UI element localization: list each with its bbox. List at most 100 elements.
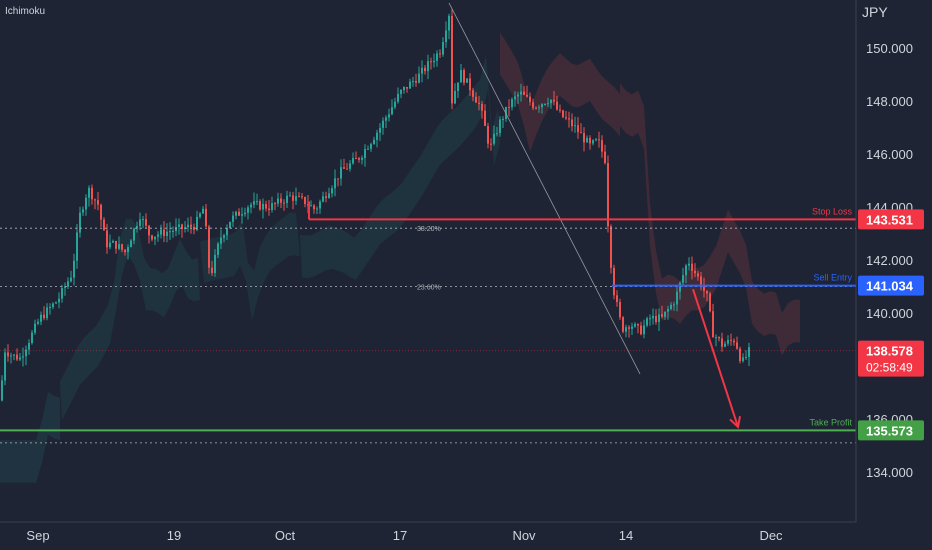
candle [70, 270, 72, 283]
candle [445, 21, 447, 48]
candle-body [277, 198, 279, 204]
candle [421, 60, 423, 83]
time-tick-label: Nov [512, 528, 536, 543]
candle-body [241, 214, 243, 216]
candle [451, 9, 453, 110]
candle-body [118, 244, 120, 249]
candle-body [67, 281, 69, 287]
candle [628, 325, 630, 338]
candle [448, 13, 450, 40]
candle [169, 222, 171, 240]
candle [193, 223, 195, 235]
candle [433, 53, 435, 68]
candle-body [622, 317, 624, 332]
candle-body [592, 140, 594, 144]
candle-body [715, 337, 717, 339]
candle [610, 224, 612, 274]
candle-body [253, 201, 255, 205]
candle [637, 323, 639, 334]
candle [121, 243, 123, 253]
candle [88, 185, 90, 207]
candle [259, 199, 261, 211]
candle-body [475, 96, 477, 103]
candle-body [115, 241, 117, 249]
candle-body [169, 231, 171, 233]
candle [622, 316, 624, 334]
candle [58, 292, 60, 309]
candle-body [316, 208, 318, 210]
candle-body [493, 133, 495, 144]
candle-body [706, 290, 708, 294]
candle [319, 199, 321, 214]
candle-body [70, 277, 72, 282]
candle [739, 346, 741, 364]
candle [28, 339, 30, 355]
price-tick-label: 150.000 [866, 41, 913, 56]
candle-body [268, 208, 270, 210]
candle [196, 210, 198, 232]
candle-body [427, 61, 429, 72]
candle [412, 76, 414, 87]
candle [556, 95, 558, 111]
candle-body [682, 275, 684, 283]
candle [352, 152, 354, 165]
candle [220, 229, 222, 249]
candle [667, 305, 669, 320]
candle [685, 263, 687, 283]
candle [502, 116, 504, 128]
candle-body [325, 196, 327, 198]
candle-body [736, 342, 738, 349]
candle-body [604, 151, 606, 163]
candle [190, 216, 192, 234]
candle [400, 89, 402, 99]
candle [673, 301, 675, 311]
candle [109, 234, 111, 250]
candle-body [208, 226, 210, 268]
candle-body [310, 205, 312, 207]
candle [316, 206, 318, 214]
candle-body [313, 205, 315, 210]
stop-loss-badge-text: 143.531 [866, 212, 913, 227]
candle-body [190, 224, 192, 227]
candle [67, 277, 69, 289]
candle [454, 83, 456, 105]
candle-body [361, 157, 363, 160]
candle [175, 218, 177, 237]
candle-body [517, 94, 519, 97]
candle-body [43, 314, 45, 318]
candle-body [502, 119, 504, 120]
candle [661, 305, 663, 319]
candle-body [496, 133, 498, 135]
candle-body [220, 237, 222, 244]
stop-loss-badge-bg [858, 209, 924, 230]
candle [397, 87, 399, 104]
candle [631, 322, 633, 335]
candle-body [658, 314, 660, 322]
candle-body [610, 226, 612, 268]
candle [583, 127, 585, 152]
candle [280, 193, 282, 208]
candle-body [595, 139, 597, 141]
candle-body [217, 243, 219, 255]
indicator-label[interactable]: Ichimoku [5, 6, 45, 17]
candle-body [403, 87, 405, 91]
candle-body [478, 102, 480, 104]
candle-body [292, 195, 294, 201]
level-lines: 38.20% 23.60% Stop Loss Sell Entry Take Prof… [0, 2, 856, 444]
current-price-badge-bg [858, 340, 924, 377]
candle [652, 308, 654, 325]
candle-body [64, 286, 66, 288]
candle [283, 199, 285, 211]
candle-body [259, 201, 261, 210]
candle [574, 116, 576, 133]
candle [619, 298, 621, 320]
candle [79, 206, 81, 238]
candle [349, 160, 351, 172]
candle [379, 123, 381, 141]
candle-body [289, 195, 291, 197]
candle [322, 191, 324, 203]
candle-body [211, 267, 213, 274]
candle [343, 158, 345, 169]
price-tick-label: 146.000 [866, 147, 913, 162]
